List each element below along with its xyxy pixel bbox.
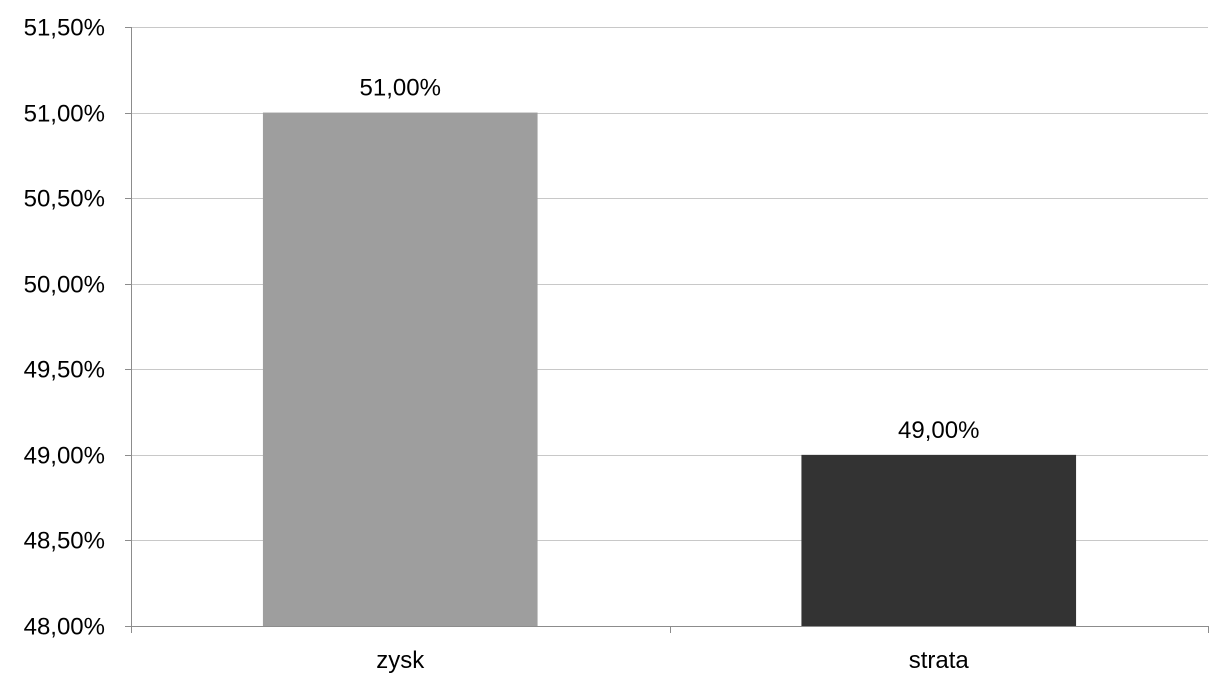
y-tick-label: 50,50% xyxy=(24,186,105,213)
y-tick-label: 50,00% xyxy=(24,272,105,299)
data-label: 49,00% xyxy=(898,417,979,444)
bar-zysk xyxy=(262,112,538,627)
axes xyxy=(125,27,1209,633)
x-category-label: zysk xyxy=(376,647,425,674)
labels: 48,00% 48,50% 49,00% 49,50% 50,00% 50,50% 51,0… xyxy=(24,15,980,674)
y-tick-label: 51,50% xyxy=(24,15,105,42)
x-category-label: strata xyxy=(909,647,970,674)
y-tick-label: 51,00% xyxy=(24,101,105,128)
y-tick-label: 48,50% xyxy=(24,528,105,555)
bar-strata xyxy=(801,454,1077,626)
data-label: 51,00% xyxy=(360,75,441,102)
bars xyxy=(262,112,1077,627)
y-tick-label: 49,00% xyxy=(24,443,105,470)
y-tick-label: 49,50% xyxy=(24,357,105,384)
y-tick-label: 48,00% xyxy=(24,614,105,641)
